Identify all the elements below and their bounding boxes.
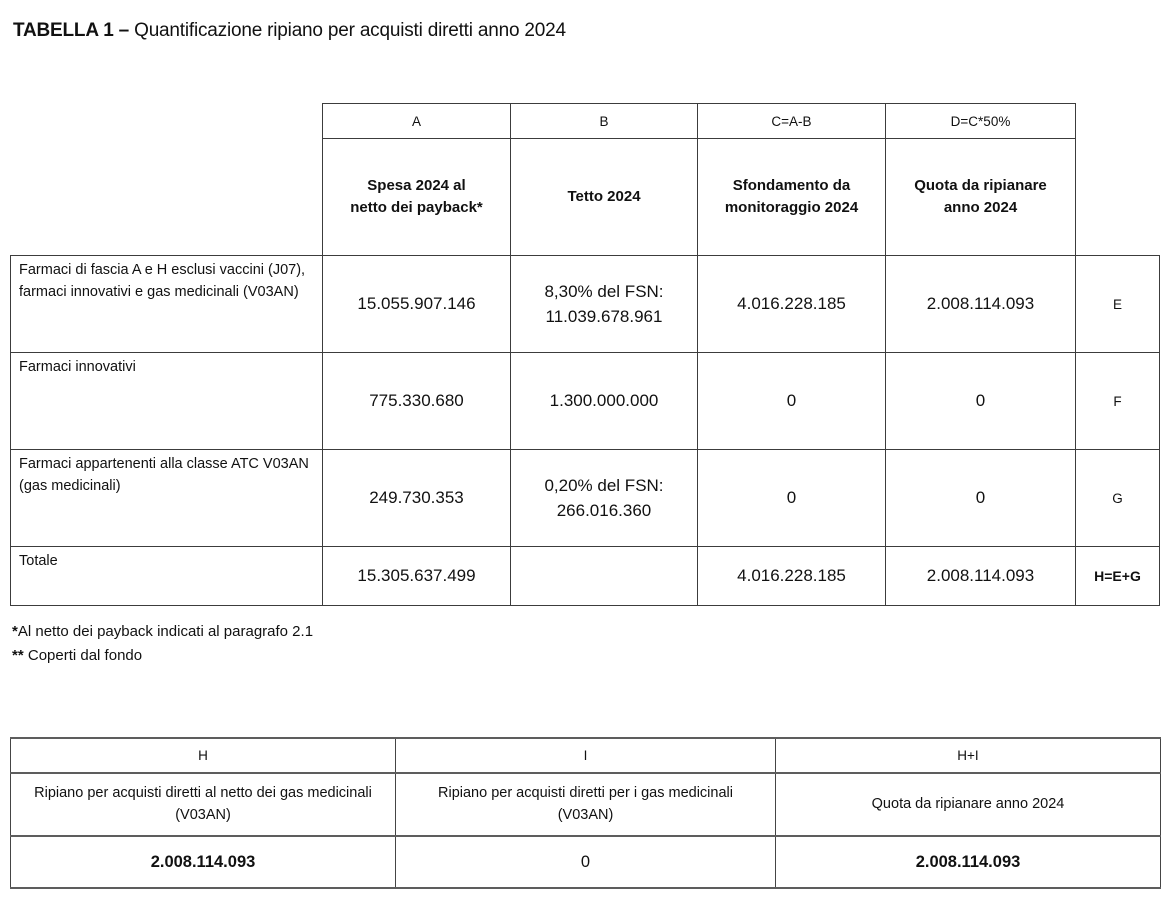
table1-total-ref: H=E+G [1075, 546, 1160, 606]
table2-value-h: 2.008.114.093 [10, 835, 396, 889]
table1-row1-c: 4.016.228.185 [697, 255, 886, 353]
table1-total-a: 15.305.637.499 [322, 546, 511, 606]
table1-col-letter-d: D=C*50% [885, 103, 1076, 139]
table1-header-row: Spesa 2024 al netto dei payback* Tetto 2… [11, 138, 1160, 256]
table1-row3-d: 0 [885, 449, 1076, 547]
table1-row1-a: 15.055.907.146 [322, 255, 511, 353]
table1-row2-b: 1.300.000.000 [510, 352, 698, 450]
table2-value-hi: 2.008.114.093 [775, 835, 1161, 889]
page-title: TABELLA 1 – Quantificazione ripiano per … [13, 20, 566, 42]
table2-col-letter-i: I [395, 737, 776, 774]
table1-blank-corner [1076, 139, 1160, 256]
footnote-fondo: ** Coperti dal fondo [12, 644, 313, 668]
table-row: Farmaci appartenenti alla classe ATC V03… [10, 449, 1160, 547]
table2-header-ripiano-gas: Ripiano per acquisti diretti per i gas m… [395, 772, 776, 837]
table1-letters-row: A B C=A-B D=C*50% [11, 103, 1160, 139]
table1-row3-label: Farmaci appartenenti alla classe ATC V03… [10, 449, 323, 547]
table-row: Farmaci di fascia A e H esclusi vaccini … [10, 255, 1160, 353]
table2-letters-row: H I H+I [10, 737, 1161, 774]
table1-col-letter-b: B [510, 103, 698, 139]
footnote-marker: ** [12, 647, 24, 664]
page-title-label: TABELLA 1 – [13, 20, 130, 41]
table1-header-tetto: Tetto 2024 [510, 138, 698, 256]
table2-header-row: Ripiano per acquisti diretti al netto de… [10, 772, 1161, 837]
table1-blank-corner [1076, 104, 1160, 139]
table1-col-letter-a: A [322, 103, 511, 139]
table1-row3-ref: G [1075, 449, 1160, 547]
page-title-text: Quantificazione ripiano per acquisti dir… [129, 20, 566, 41]
table1-row1-b: 8,30% del FSN: 11.039.678.961 [510, 255, 698, 353]
table1-quantificazione-ripiano: A B C=A-B D=C*50% Spesa 2024 al netto de… [10, 103, 1160, 606]
table2-col-letter-h: H [10, 737, 396, 774]
table1-row2-label: Farmaci innovativi [10, 352, 323, 450]
table1-total-row: Totale 15.305.637.499 4.016.228.185 2.00… [10, 546, 1160, 606]
table1-col-letter-c: C=A-B [697, 103, 886, 139]
table2-ripiano-summary: H I H+I Ripiano per acquisti diretti al … [10, 737, 1161, 889]
table1-row3-b: 0,20% del FSN: 266.016.360 [510, 449, 698, 547]
table1-total-d: 2.008.114.093 [885, 546, 1076, 606]
table2-header-quota: Quota da ripianare anno 2024 [775, 772, 1161, 837]
footnote-text: Al netto dei payback indicati al paragra… [17, 623, 314, 640]
table2-col-letter-hi: H+I [775, 737, 1161, 774]
table1-row2-a: 775.330.680 [322, 352, 511, 450]
table2-values-row: 2.008.114.093 0 2.008.114.093 [10, 835, 1161, 889]
table1-row1-ref: E [1075, 255, 1160, 353]
table2-header-ripiano-netto-gas: Ripiano per acquisti diretti al netto de… [10, 772, 396, 837]
footnotes: *Al netto dei payback indicati al paragr… [12, 620, 313, 668]
table1-total-b [510, 546, 698, 606]
footnote-marker: * [12, 623, 18, 640]
table1-row2-ref: F [1075, 352, 1160, 450]
table1-header-sfondamento: Sfondamento da monitoraggio 2024 [697, 138, 886, 256]
table1-row2-c: 0 [697, 352, 886, 450]
footnote-text: Coperti dal fondo [23, 647, 143, 664]
table1-blank-corner [11, 139, 323, 256]
table1-row1-d: 2.008.114.093 [885, 255, 1076, 353]
footnote-payback: *Al netto dei payback indicati al paragr… [12, 620, 313, 644]
table1-row3-c: 0 [697, 449, 886, 547]
table1-total-c: 4.016.228.185 [697, 546, 886, 606]
table1-row2-d: 0 [885, 352, 1076, 450]
table1-blank-corner [11, 104, 323, 139]
table1-header-spesa: Spesa 2024 al netto dei payback* [322, 138, 511, 256]
table1-header-quota: Quota da ripianare anno 2024 [885, 138, 1076, 256]
table1-row1-label: Farmaci di fascia A e H esclusi vaccini … [10, 255, 323, 353]
table2-value-i: 0 [395, 835, 776, 889]
table1-row3-a: 249.730.353 [322, 449, 511, 547]
table1-total-label: Totale [10, 546, 323, 606]
table-row: Farmaci innovativi 775.330.680 1.300.000… [10, 352, 1160, 450]
